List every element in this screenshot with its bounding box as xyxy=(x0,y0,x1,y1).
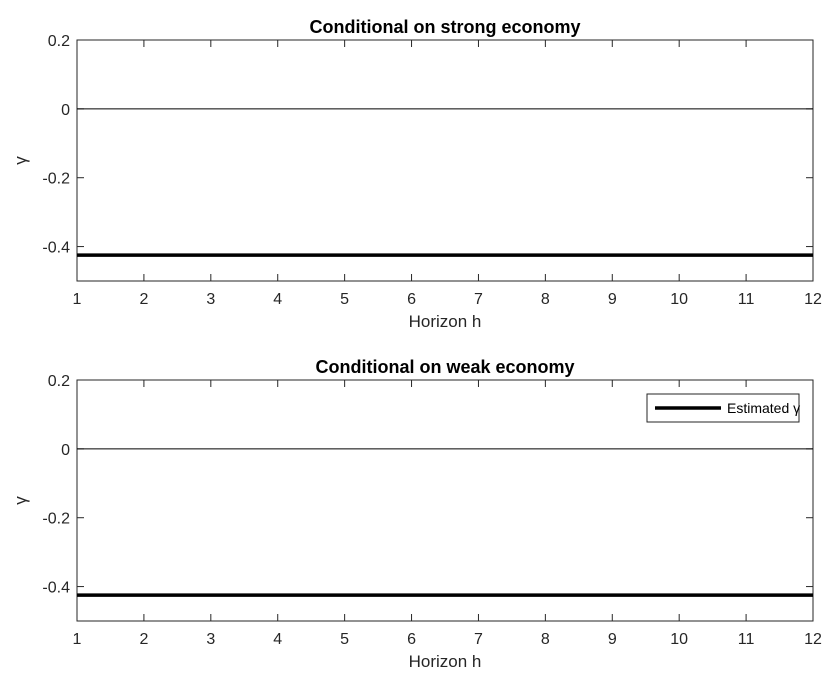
x-tick-label: 10 xyxy=(670,631,688,648)
y-tick-label: -0.4 xyxy=(42,240,70,257)
x-tick-label: 1 xyxy=(73,631,82,648)
axes-box xyxy=(76,39,814,282)
x-tick-label: 6 xyxy=(407,291,416,308)
y-tick-label: 0.2 xyxy=(48,373,70,390)
x-axis-label: Horizon h xyxy=(409,652,482,671)
x-tick-label: 4 xyxy=(273,631,282,648)
x-tick-label: 11 xyxy=(738,631,755,648)
y-tick-label: 0 xyxy=(61,442,70,459)
x-tick-label: 5 xyxy=(340,291,349,308)
chart-title: Conditional on strong economy xyxy=(310,17,581,37)
y-tick-label: -0.4 xyxy=(42,580,70,597)
x-tick-label: 4 xyxy=(273,291,282,308)
x-tick-label: 6 xyxy=(407,631,416,648)
y-tick-label: -0.2 xyxy=(42,171,70,188)
x-tick-label: 12 xyxy=(804,291,822,308)
x-tick-label: 3 xyxy=(206,631,215,648)
y-axis-label: γ xyxy=(11,496,30,505)
x-axis-label: Horizon h xyxy=(409,312,482,331)
y-tick-label: -0.2 xyxy=(42,511,70,528)
x-tick-label: 8 xyxy=(541,631,550,648)
x-tick-label: 5 xyxy=(340,631,349,648)
chart-title: Conditional on weak economy xyxy=(315,357,574,377)
y-tick-label: 0.2 xyxy=(48,33,70,50)
y-axis-label: γ xyxy=(11,156,30,165)
x-tick-label: 2 xyxy=(139,631,148,648)
x-tick-label: 11 xyxy=(738,291,755,308)
x-tick-label: 1 xyxy=(73,291,82,308)
y-tick-label: 0 xyxy=(61,102,70,119)
x-tick-label: 3 xyxy=(206,291,215,308)
legend: Estimated γ xyxy=(646,393,800,423)
x-tick-label: 7 xyxy=(474,631,483,648)
x-tick-label: 8 xyxy=(541,291,550,308)
x-tick-label: 9 xyxy=(608,631,617,648)
x-tick-label: 9 xyxy=(608,291,617,308)
x-tick-label: 12 xyxy=(804,631,822,648)
x-tick-label: 10 xyxy=(670,291,688,308)
x-tick-label: 2 xyxy=(139,291,148,308)
legend-entry-label: Estimated γ xyxy=(727,400,800,416)
x-tick-label: 7 xyxy=(474,291,483,308)
